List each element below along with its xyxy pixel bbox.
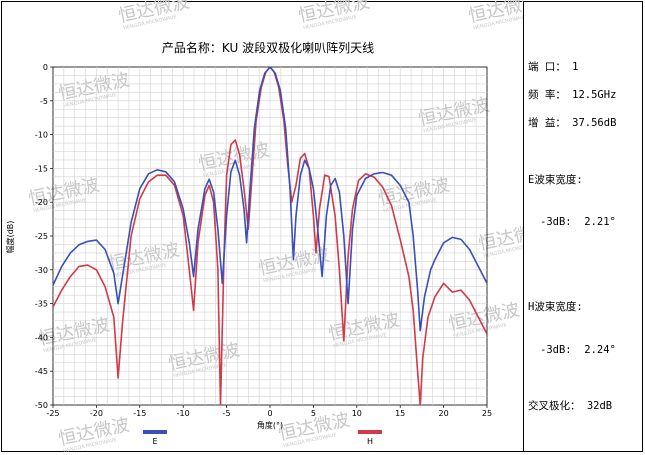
spec-port: 端 口： 1 — [528, 61, 579, 73]
y-tick-label: -25 — [35, 232, 48, 241]
x-tick-label: -10 — [177, 409, 190, 418]
y-tick-label: -30 — [35, 266, 48, 275]
spec-e-beamwidth-value: -3dB: 2.21° — [540, 216, 616, 229]
y-tick-label: -15 — [35, 164, 48, 173]
y-tick-label: 0 — [43, 63, 48, 72]
y-tick-label: -10 — [35, 131, 48, 140]
x-tick-label: -5 — [223, 409, 231, 418]
series-line-e — [53, 67, 487, 332]
spec-h-beamwidth-value: -3dB: 2.24° — [540, 343, 616, 356]
x-tick-label: 25 — [482, 409, 492, 418]
legend-label-e: E — [152, 437, 157, 446]
y-axis-label: 幅度(dB) — [5, 221, 15, 254]
x-tick-label: -25 — [46, 409, 59, 418]
plot-area: -25 -20 -15 -10 -5 0 5 10 15 20 250-5-10-15-20-25-… — [35, 63, 492, 418]
x-tick-label: 0 — [267, 409, 272, 418]
spec-h-beamwidth-label: H波束宽度: — [528, 301, 583, 314]
x-tick-label: 20 — [439, 409, 449, 418]
legend-label-h: H — [367, 437, 373, 446]
x-axis-label: 角度(°) — [257, 420, 283, 430]
y-tick-label: -45 — [35, 367, 48, 376]
y-tick-label: -40 — [35, 333, 48, 342]
y-tick-label: -5 — [40, 97, 48, 106]
y-tick-label: -35 — [35, 300, 48, 309]
legend-swatch-h — [358, 430, 382, 434]
spec-panel: 端 口： 1 频 率： 12.5GHz 增 益： 37.56dB E波束宽度: … — [528, 60, 640, 427]
axis-ticks: -25 -20 -15 -10 -5 0 5 10 15 20 250-5-10-15-20-25-… — [35, 63, 492, 418]
y-tick-label: -20 — [35, 198, 48, 207]
x-tick-label: -20 — [90, 409, 103, 418]
y-tick-label: -50 — [35, 401, 48, 410]
x-tick-label: 5 — [311, 409, 316, 418]
chart-title: 产品名称：KU 波段双极化喇叭阵列天线 — [162, 40, 374, 55]
gridlines — [53, 67, 487, 405]
x-tick-label: 15 — [395, 409, 405, 418]
spec-frequency: 频 率： 12.5GHz — [528, 89, 617, 102]
spec-e-beamwidth-label: E波束宽度: — [528, 173, 583, 186]
legend-swatch-e — [143, 430, 167, 434]
spec-cross-polarization: 交叉极化： 32dB — [528, 400, 613, 413]
x-tick-label: 10 — [352, 409, 362, 418]
panel-divider — [523, 1, 524, 452]
spec-gain: 增 益： 37.56dB — [528, 117, 617, 130]
x-tick-label: -15 — [133, 409, 146, 418]
